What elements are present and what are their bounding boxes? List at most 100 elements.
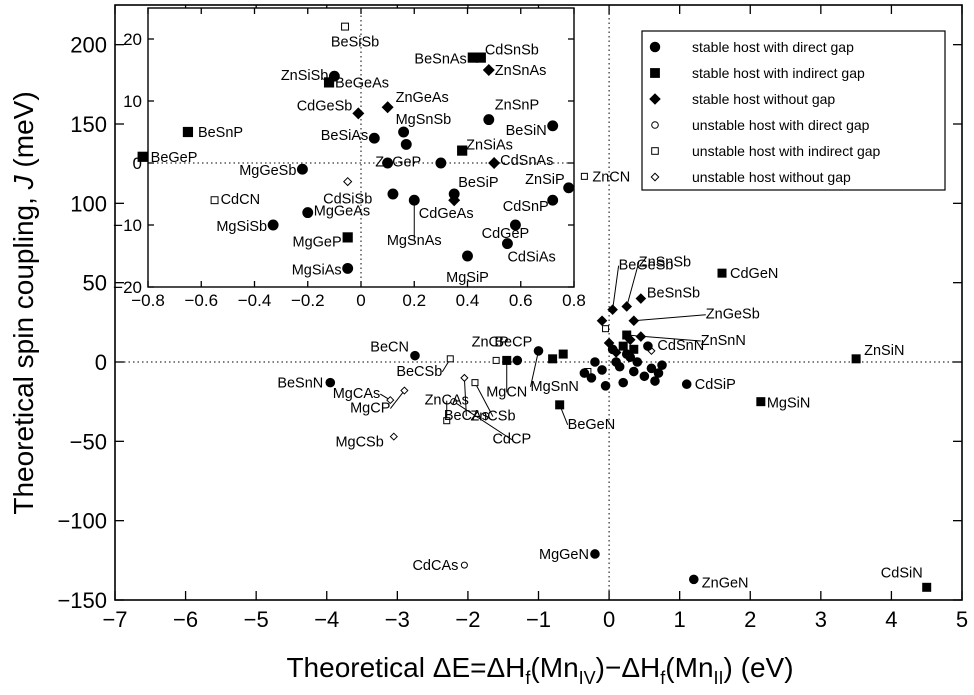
inset-data-point xyxy=(302,207,314,219)
main-x-tick-label: −6 xyxy=(173,607,198,632)
main-point-label: MgSiN xyxy=(767,396,811,412)
main-data-point xyxy=(621,301,633,312)
inset-point-labels: BeSiSb CdSnSb BeSnAs ZnSnAs ZnSiSb BeGeAs ZnGe… xyxy=(151,35,565,286)
main-data-point xyxy=(624,334,636,346)
main-data-point xyxy=(460,373,469,382)
main-data-point xyxy=(389,432,398,441)
inset-x-tick-label: 0.2 xyxy=(402,291,426,310)
legend-marker xyxy=(649,41,661,53)
inset-point-label: BeSiN xyxy=(506,123,547,139)
inset-point-label: CdSnSb xyxy=(485,43,539,59)
inset-point-label: CdSiSb xyxy=(323,192,372,208)
inset-point-label: ZnSiSb xyxy=(281,68,329,84)
main-leader-line xyxy=(626,262,640,307)
main-data-point xyxy=(628,315,640,327)
inset-y-tick-label: −20 xyxy=(113,278,142,297)
inset-point-label: BeGeP xyxy=(151,150,198,166)
main-point-label: ZnGeSb xyxy=(706,307,760,323)
main-data-point xyxy=(386,395,395,405)
inset-data-point xyxy=(352,107,365,120)
main-point-label: BeSnN xyxy=(277,376,323,392)
inset-data-point xyxy=(547,120,559,132)
main-point-label: ZnGeN xyxy=(702,575,749,591)
main-data-point xyxy=(580,172,588,180)
inset-point-label: ZnSnP xyxy=(495,98,539,114)
main-data-point xyxy=(922,582,932,592)
inset-data-point xyxy=(462,250,473,262)
inset-data-point xyxy=(482,64,495,76)
inset-data-point xyxy=(488,157,501,169)
inset-y-tick-label: 20 xyxy=(123,30,142,49)
main-x-tick-label: 5 xyxy=(956,607,968,632)
main-point-label: MgCAs xyxy=(333,386,381,402)
main-data-point xyxy=(629,344,639,354)
main-leader-line xyxy=(633,314,706,322)
main-data-point xyxy=(618,341,628,351)
x-axis-title: Theoretical ΔE=ΔHf(MnIV)−ΔHf(MnII) (eV) xyxy=(286,652,793,688)
main-point-label: ZnSiN xyxy=(864,343,904,359)
inset-data-point xyxy=(400,138,412,150)
main-data-point xyxy=(558,349,568,359)
inset-data-point xyxy=(343,176,353,187)
main-x-tick-label: 4 xyxy=(885,607,897,632)
main-data-point xyxy=(717,268,727,278)
legend: stable host with direct gap stable host w… xyxy=(641,30,946,191)
main-point-label: MgCP xyxy=(350,401,390,417)
main-point-label: CdSiP xyxy=(695,377,736,393)
inset-point-label: BeSnP xyxy=(198,125,243,141)
main-point-label: ZnSnN xyxy=(701,333,746,349)
legend-label: unstable host without gap xyxy=(692,169,851,185)
main-data-point xyxy=(596,315,608,327)
main-data-point xyxy=(628,366,639,377)
main-data-point xyxy=(548,354,558,364)
inset-point-label: BeSiAs xyxy=(321,128,369,144)
main-leader-line xyxy=(530,350,539,388)
inset-data-point xyxy=(448,194,461,207)
inset-data-point xyxy=(387,188,399,200)
main-point-label: BeGeN xyxy=(568,417,616,433)
inset-data-points xyxy=(137,22,575,274)
main-data-point xyxy=(851,354,861,364)
y-axis-title: Theoretical spin coupling, J (meV) xyxy=(8,91,39,514)
inset-point-label: MgGeP xyxy=(293,234,342,250)
main-leader-line xyxy=(453,401,513,441)
main-data-point xyxy=(446,355,454,363)
y-axis-title-unit: (meV) xyxy=(8,91,39,175)
main-data-point xyxy=(621,349,632,359)
main-leader-line xyxy=(389,390,405,409)
main-data-point xyxy=(533,346,544,356)
main-point-label: MgSnN xyxy=(531,379,579,395)
inset-point-label: ZnSiAs xyxy=(466,138,513,154)
inset-point-label: BeSiP xyxy=(458,175,498,191)
main-y-tick-label: 50 xyxy=(83,271,107,296)
main-data-point xyxy=(325,377,336,388)
inset-axis-ticks: −0.8 −0.6 −0.4 −0.2 0 0.2 0.4 0.6 0.8 −20 −10 0 10 20 xyxy=(113,8,586,310)
main-data-point xyxy=(657,360,667,370)
main-data-point xyxy=(512,355,523,366)
x-axis-title-sub: f xyxy=(525,668,531,688)
main-point-label: BeCSb xyxy=(396,364,442,380)
inset-x-tick-label: −0.4 xyxy=(238,291,272,310)
inset-data-point xyxy=(342,232,353,243)
inset-point-label: CdGeSb xyxy=(297,98,353,114)
main-x-tick-label: 3 xyxy=(815,607,827,632)
inset-point-label: CdGeP xyxy=(482,226,530,242)
main-data-point xyxy=(635,293,647,304)
main-data-point xyxy=(400,386,409,395)
main-data-point xyxy=(443,417,451,425)
main-x-tick-label: 0 xyxy=(603,607,615,632)
main-point-label: ZnSnSb xyxy=(639,254,691,270)
inset-point-label: CdSiAs xyxy=(507,250,555,266)
inset-x-tick-label: 0 xyxy=(356,291,365,310)
x-axis-title-part: (Mn xyxy=(530,652,578,683)
inset-data-point xyxy=(501,238,513,250)
main-x-tick-label: 2 xyxy=(744,607,756,632)
inset-data-point xyxy=(563,182,575,194)
main-point-label: MgGeN xyxy=(539,547,589,563)
main-point-label: BeCAs xyxy=(444,408,489,424)
y-axis-title-text: Theoretical spin coupling, xyxy=(8,189,39,514)
main-x-tick-label: −2 xyxy=(455,607,480,632)
main-data-point xyxy=(756,397,766,407)
main-data-point xyxy=(635,331,647,342)
